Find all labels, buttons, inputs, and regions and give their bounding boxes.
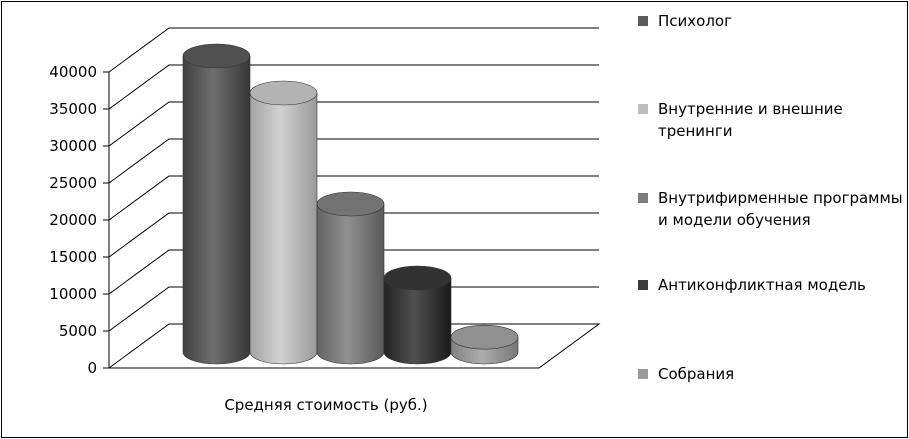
bar-4 (383, 265, 452, 365)
legend-item-internal-programs: Внутрифирменные программы и модели обуче… (638, 187, 903, 231)
gridline (108, 175, 599, 221)
legend-label: Антиконфликтная модель (658, 276, 866, 294)
chart-floor (107, 323, 601, 369)
y-tick-label: 25000 (49, 174, 97, 192)
y-tick-label: 5000 (59, 322, 97, 340)
gridline (108, 138, 599, 184)
bar-body (316, 203, 385, 365)
bar-body (182, 55, 251, 365)
bar-3 (316, 191, 385, 365)
y-tick-label: 35000 (49, 100, 97, 118)
bar-top (383, 265, 452, 291)
legend-swatch (638, 280, 648, 290)
gridline (108, 212, 599, 258)
gridline (108, 64, 599, 110)
legend-label: Психолог (658, 12, 732, 30)
bar-body (249, 92, 318, 365)
legend-label: Внутрифирменные программы и модели обуче… (658, 189, 903, 229)
legend-label: Собрания (658, 365, 735, 383)
y-tick-label: 40000 (49, 63, 97, 81)
gridline (108, 286, 599, 332)
gridline (108, 101, 599, 147)
bar-top (249, 80, 318, 106)
x-axis-label: Средняя стоимость (руб.) (224, 396, 427, 414)
y-tick-label: 0 (87, 359, 97, 377)
bar-5 (450, 324, 519, 365)
legend-swatch (638, 369, 648, 379)
legend-swatch (638, 104, 648, 114)
gridline (108, 27, 599, 73)
legend-item-trainings: Внутренние и внешние тренинги (638, 98, 903, 142)
bar-body (383, 277, 452, 365)
y-axis-ticks: 0 5000 10000 15000 20000 25000 30000 35000 40000 (49, 63, 109, 377)
legend-label: Внутренние и внешние тренинги (658, 100, 843, 140)
bar-top (450, 324, 519, 350)
y-tick-label: 10000 (49, 285, 97, 303)
legend-item-anticonflict: Антиконфликтная модель (638, 274, 903, 296)
chart-walls (107, 27, 601, 369)
bar-1 (182, 43, 251, 365)
bar-top (182, 43, 251, 69)
y-tick-label: 15000 (49, 248, 97, 266)
chart-legend: Психолог Внутренние и внешние тренинги В… (638, 2, 908, 438)
y-tick-label: 30000 (49, 137, 97, 155)
bar-top (316, 191, 385, 217)
legend-item-meetings: Собрания (638, 363, 903, 385)
legend-item-psychologist: Психолог (638, 10, 903, 32)
bar-2 (249, 80, 318, 365)
y-tick-label: 20000 (49, 211, 97, 229)
gridline (108, 249, 599, 295)
legend-swatch (638, 193, 648, 203)
chart-bars (182, 43, 519, 365)
legend-swatch (638, 16, 648, 26)
